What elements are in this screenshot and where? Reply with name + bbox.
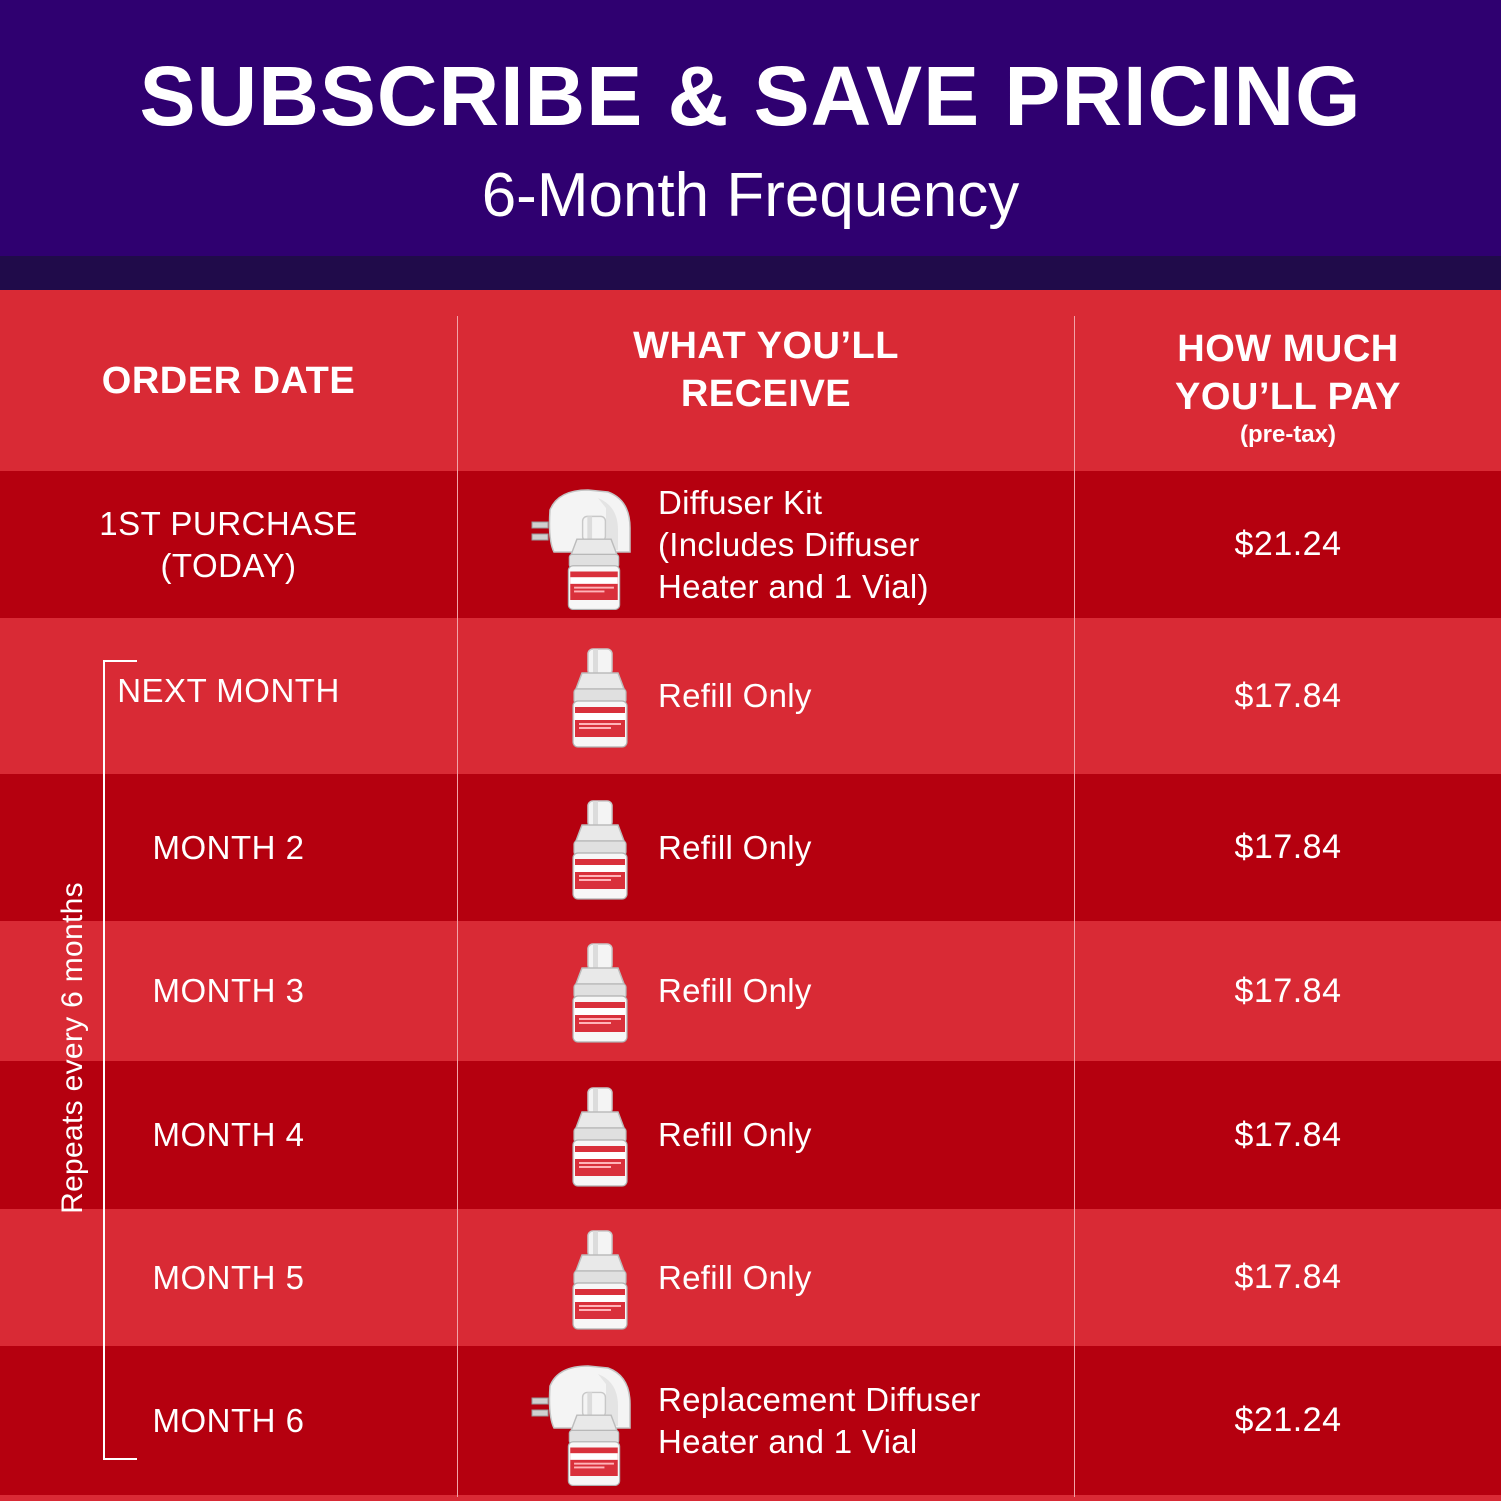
refill-vial-icon [458,783,658,913]
item-line2: (Includes Diffuser [658,525,920,563]
refill-vial-icon [458,631,658,761]
diffuser-kit-icon [458,1356,658,1486]
item-line3: Heater and 1 Vial) [658,567,929,605]
table-row: 1ST PURCHASE (TODAY) Diffuser Kit (Inclu… [0,471,1501,618]
order-date: NEXT MONTH [117,672,340,709]
order-date-cell: MONTH 4 [0,1061,457,1209]
price-cell: $17.84 [1075,774,1501,921]
price: $21.24 [1234,1401,1342,1439]
diffuser-kit-icon [458,480,658,610]
page-title: SUBSCRIBE & SAVE PRICING [139,49,1362,143]
header-pay: HOW MUCH YOU’LL PAY (pre-tax) [1075,290,1501,471]
table-row: MONTH 5 Refill Only $17.84 [0,1209,1501,1346]
refill-vial-icon [458,1213,658,1343]
header-receive: WHAT YOU’LL RECEIVE [458,290,1074,471]
receive-cell: Refill Only [458,774,1074,921]
item-description: Refill Only [658,677,812,714]
table-row: MONTH 2 Refill Only $17.84 [0,774,1501,921]
pay-heading-line1: HOW MUCH [1177,327,1399,370]
column-divider [457,316,458,1497]
item-line2: Heater and 1 Vial [658,1422,918,1460]
price-cell: $21.24 [1075,1346,1501,1495]
price: $17.84 [1234,828,1342,866]
price-cell: $17.84 [1075,921,1501,1061]
column-divider [1074,316,1075,1497]
refill-vial-icon [458,926,658,1056]
order-date-line1: 1ST PURCHASE [99,504,358,542]
order-date-cell: MONTH 6 [0,1346,457,1495]
pay-heading-line2: YOU’LL PAY [1174,375,1402,418]
receive-cell: Refill Only [458,921,1074,1061]
order-date-cell: MONTH 5 [0,1209,457,1346]
price-cell: $21.24 [1075,471,1501,618]
item-description: Refill Only [658,1116,812,1153]
order-date: MONTH 6 [152,1401,305,1439]
refill-vial-icon [458,1070,658,1200]
price: $17.84 [1234,1115,1342,1154]
receive-cell: Refill Only [458,1209,1074,1346]
receive-cell: Diffuser Kit (Includes Diffuser Heater a… [458,471,1074,618]
order-date-cell: MONTH 2 [0,774,457,921]
page-subtitle: 6-Month Frequency [481,161,1020,230]
header-order-date: ORDER DATE [0,290,457,471]
order-date: MONTH 3 [152,972,305,1009]
price-cell: $17.84 [1075,618,1501,774]
order-date-heading: ORDER DATE [101,359,356,402]
table-row: MONTH 6 Replacement Diffuser Heater and … [0,1346,1501,1495]
table-row: MONTH 3 Refill Only $17.84 [0,921,1501,1061]
pay-heading: HOW MUCH YOU’LL PAY (pre-tax) [1175,325,1401,449]
order-date: 1ST PURCHASE (TODAY) [99,503,357,587]
receive-heading-line2: RECEIVE [680,372,852,415]
price-cell: $17.84 [1075,1209,1501,1346]
order-date-cell: NEXT MONTH [0,618,457,774]
price: $17.84 [1234,971,1342,1010]
table-bottom-strip [0,1495,1501,1501]
header-shadow-band [0,256,1501,290]
order-date-cell: 1ST PURCHASE (TODAY) [0,471,457,618]
item-description: Refill Only [658,1258,812,1296]
item-line1: Replacement Diffuser [658,1380,981,1418]
item-description: Refill Only [658,972,812,1009]
price: $17.84 [1234,1258,1342,1296]
header-banner: SUBSCRIBE & SAVE PRICING 6-Month Frequen… [0,0,1501,256]
receive-cell: Replacement Diffuser Heater and 1 Vial [458,1346,1074,1495]
item-description: Refill Only [658,828,812,866]
repeat-label: Repeats every 6 months [56,882,89,1214]
item-description: Diffuser Kit (Includes Diffuser Heater a… [658,482,929,608]
repeat-bracket [103,660,137,1460]
receive-cell: Refill Only [458,618,1074,774]
receive-heading: WHAT YOU’LL RECEIVE [633,322,899,418]
table-row: NEXT MONTH Refill Only $17.84 [0,618,1501,774]
table-row: MONTH 4 Refill Only $17.84 [0,1061,1501,1209]
order-date: MONTH 2 [152,828,305,866]
order-date-cell: MONTH 3 [0,921,457,1061]
table-header-row: ORDER DATE WHAT YOU’LL RECEIVE HOW MUCH … [0,290,1501,471]
price-cell: $17.84 [1075,1061,1501,1209]
order-date: MONTH 4 [152,1116,305,1153]
item-description: Replacement Diffuser Heater and 1 Vial [658,1379,981,1463]
order-date: MONTH 5 [152,1258,305,1296]
pay-heading-note: (pre-tax) [1239,420,1336,448]
item-line1: Diffuser Kit [658,483,823,521]
order-date-line2: (TODAY) [160,546,297,584]
price: $21.24 [1234,525,1342,563]
receive-heading-line1: WHAT YOU’LL [633,324,899,367]
receive-cell: Refill Only [458,1061,1074,1209]
price: $17.84 [1234,676,1342,715]
